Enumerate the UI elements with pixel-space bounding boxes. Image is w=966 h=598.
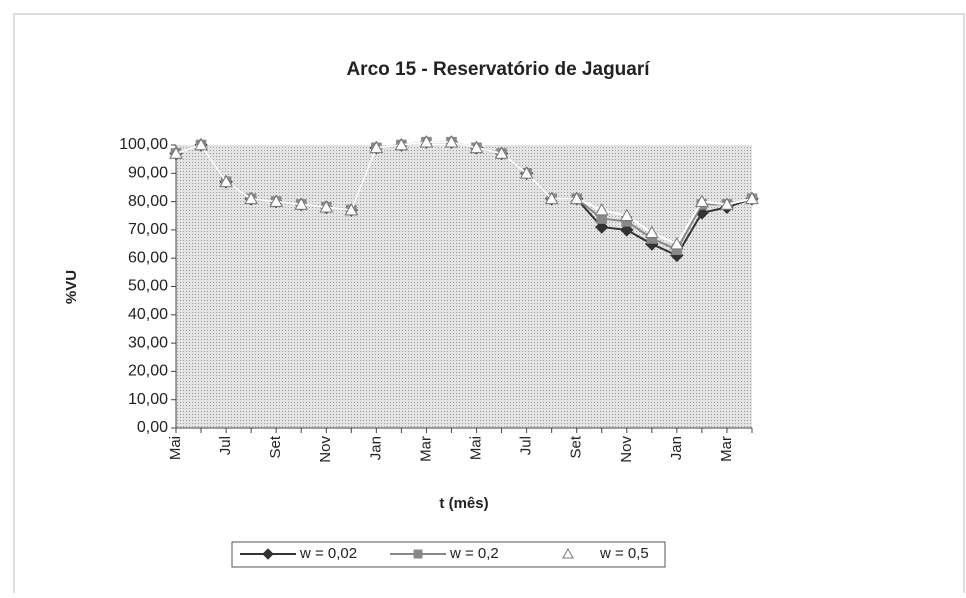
x-tick-label: Mai — [467, 436, 484, 460]
x-tick-label: Mar — [718, 436, 735, 462]
marker — [695, 194, 709, 207]
x-tick-label: Jul — [518, 436, 535, 455]
marker — [745, 191, 759, 205]
x-tick-label: Set — [568, 435, 585, 458]
y-tick-label: 60,00 — [128, 249, 168, 266]
marker — [469, 140, 484, 154]
marker — [369, 140, 384, 154]
marker — [269, 194, 284, 207]
marker — [644, 225, 659, 239]
marker — [394, 137, 409, 151]
plot-area — [176, 145, 752, 428]
marker — [562, 547, 574, 559]
marker — [319, 200, 334, 213]
marker — [569, 191, 584, 205]
marker — [294, 197, 309, 210]
x-tick-label: Jan — [367, 436, 384, 460]
y-tick-label: 40,00 — [128, 306, 168, 323]
y-tick-label: 0,00 — [137, 419, 168, 436]
x-tick-label: Nov — [317, 436, 334, 463]
y-tick-label: 10,00 — [128, 391, 168, 408]
marker — [619, 208, 634, 222]
marker — [262, 548, 274, 560]
marker — [419, 135, 434, 148]
y-tick-label: 70,00 — [128, 221, 168, 238]
y-axis-label: %VU — [63, 270, 80, 304]
y-tick-label: 90,00 — [128, 165, 168, 182]
marker — [413, 549, 423, 559]
x-tick-label: Nov — [618, 436, 635, 463]
chart-title: Arco 15 - Reservatório de Jaguarí — [346, 59, 650, 80]
marker — [194, 137, 208, 151]
x-tick-label: Mai — [167, 436, 184, 460]
y-tick-label: 20,00 — [128, 363, 168, 380]
marker — [595, 220, 609, 234]
x-tick-label: Jan — [668, 436, 685, 460]
x-tick-label: Set — [267, 435, 284, 458]
y-tick-label: 80,00 — [128, 193, 168, 210]
y-tick-label: 100,00 — [119, 136, 168, 153]
x-tick-label: Mar — [417, 436, 434, 462]
marker — [444, 135, 459, 148]
x-tick-label: Jul — [217, 436, 234, 455]
marker — [344, 203, 359, 216]
marker — [720, 197, 734, 210]
legend-label: w = 0,5 — [599, 545, 649, 562]
marker — [594, 203, 609, 216]
marker — [244, 191, 258, 205]
legend-label: w = 0,02 — [299, 545, 357, 562]
marker — [169, 146, 183, 159]
marker — [494, 146, 509, 159]
marker — [544, 191, 559, 205]
marker — [670, 237, 684, 250]
y-tick-label: 30,00 — [128, 334, 168, 351]
marker — [620, 223, 634, 237]
marker — [519, 166, 534, 179]
y-tick-label: 50,00 — [128, 278, 168, 295]
legend-label: w = 0,2 — [449, 545, 499, 562]
x-axis-label: t (mês) — [439, 495, 488, 512]
marker — [219, 174, 233, 188]
